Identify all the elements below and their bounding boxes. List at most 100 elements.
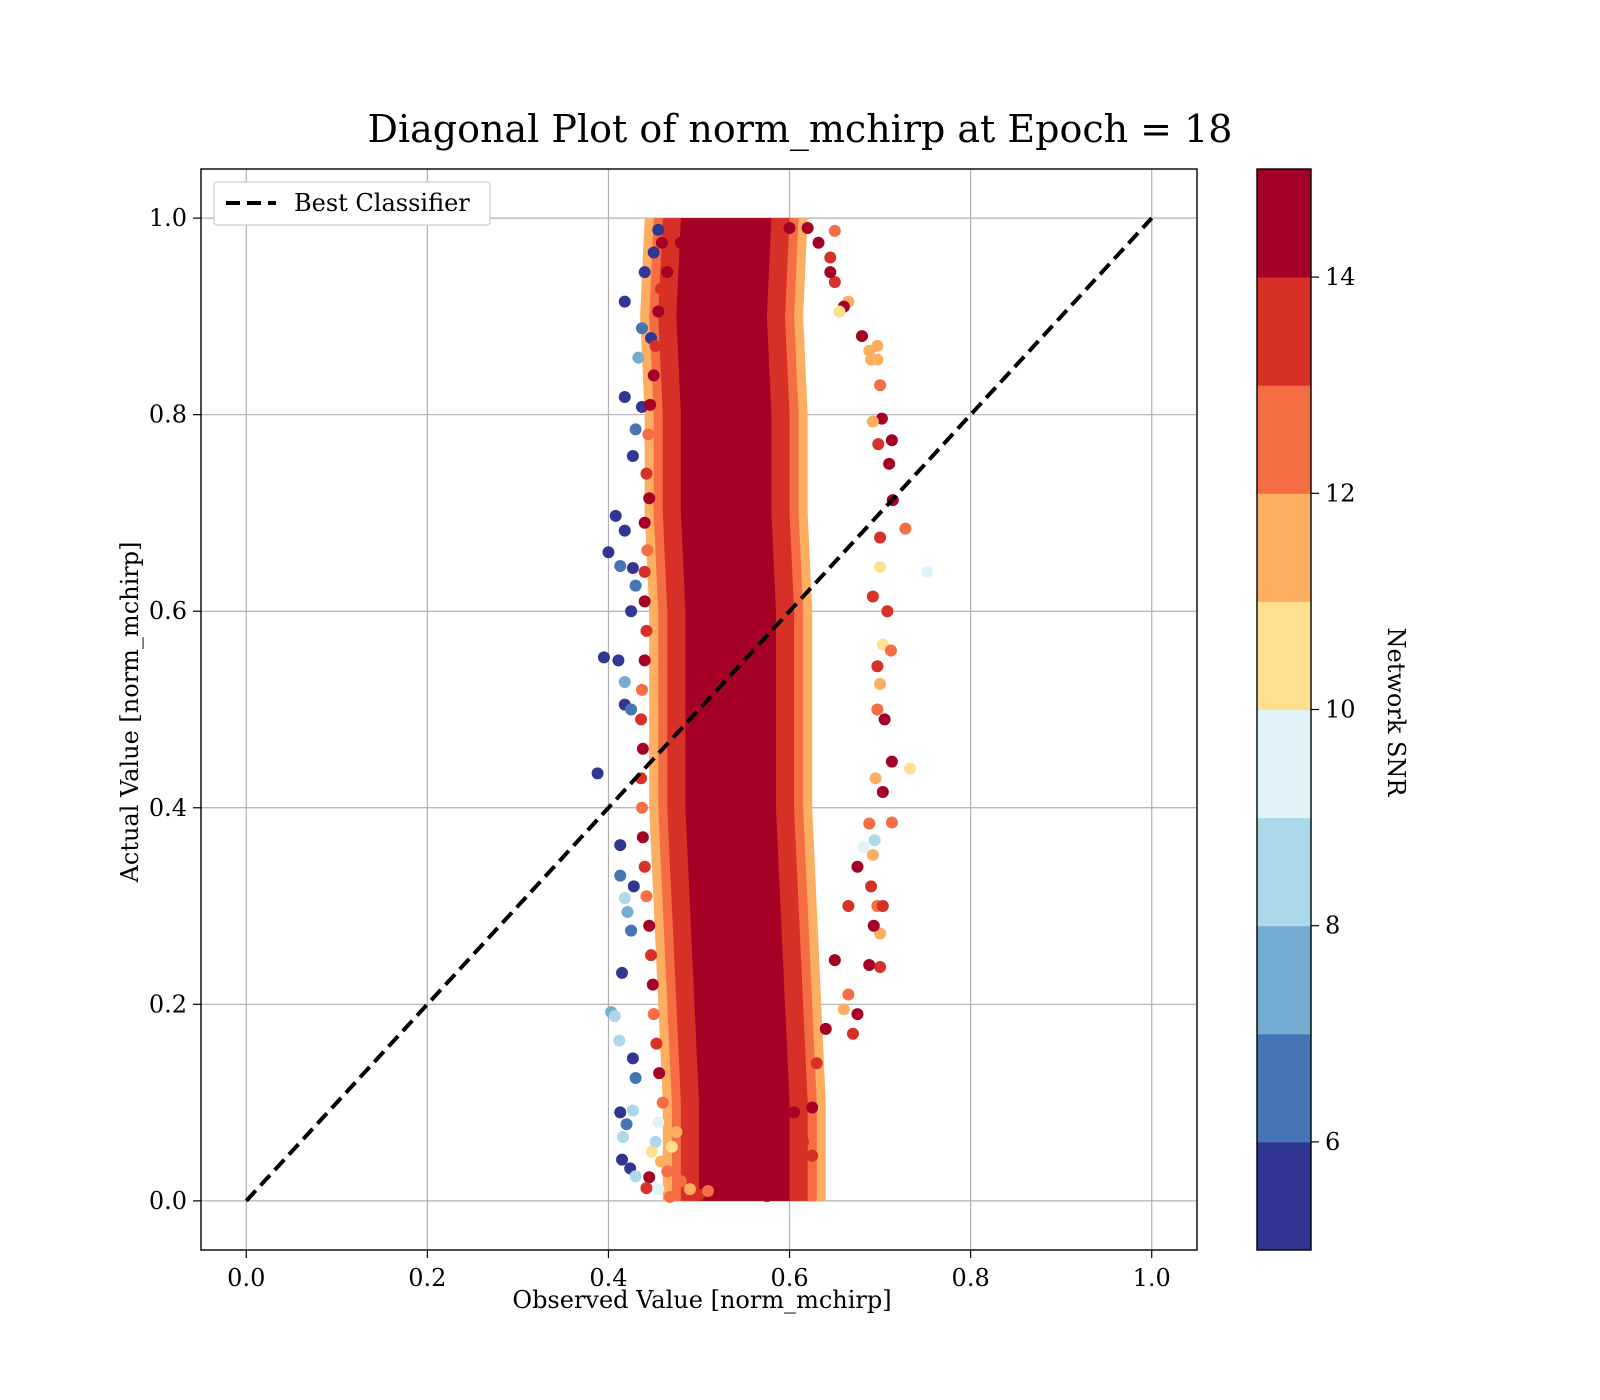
y-tick-label: 0.4 (149, 794, 187, 822)
scatter-point (871, 703, 884, 716)
scatter-point (661, 1165, 674, 1178)
legend-box (213, 181, 491, 226)
scatter-point (653, 1067, 666, 1080)
scatter-point (618, 892, 631, 905)
scatter-point (874, 531, 887, 544)
scatter-point (828, 276, 841, 289)
scatter-point (871, 353, 884, 366)
scatter-point (801, 221, 814, 234)
scatter-point (621, 905, 634, 918)
scatter-point (654, 1155, 667, 1168)
scatter-point (625, 703, 638, 716)
scatter-point (620, 1118, 633, 1131)
colorbar-tick-label: 10 (1325, 696, 1356, 724)
scatter-point (921, 565, 934, 578)
scatter-point (884, 644, 897, 657)
scatter-point (863, 959, 876, 972)
x-tick-label: 0.6 (770, 1264, 808, 1292)
colorbar-tick-label: 6 (1325, 1128, 1340, 1156)
scatter-point (866, 848, 879, 861)
scatter-point (760, 1189, 773, 1202)
colorbar-segment (1257, 709, 1311, 819)
scatter-point (693, 1188, 705, 1201)
scatter-point (614, 560, 627, 573)
scatter-point (783, 221, 796, 234)
scatter-point (626, 449, 639, 462)
scatter-point (871, 660, 884, 673)
y-tick-label: 0.2 (149, 990, 187, 1018)
scatter-point (828, 224, 841, 237)
scatter-point (674, 236, 687, 249)
scatter-point (863, 344, 876, 357)
scatter-point (846, 1027, 859, 1040)
scatter-point (652, 223, 665, 236)
scatter-point (670, 1126, 683, 1139)
scatter-point (609, 509, 622, 522)
scatter-point (828, 954, 841, 967)
scatter-point (885, 434, 898, 447)
scatter-point (869, 772, 882, 785)
scatter-point (616, 1130, 629, 1143)
colorbar-tick-label: 12 (1325, 479, 1356, 507)
scatter-point (618, 524, 631, 537)
scatter-point (625, 924, 638, 937)
scatter-point (885, 755, 898, 768)
scatter-point (866, 415, 879, 428)
scatter-point (899, 522, 912, 535)
scatter-point (652, 305, 665, 318)
scatter-point (626, 1052, 639, 1065)
scatter-point (649, 339, 662, 352)
scatter-point (602, 546, 615, 559)
scatter-point (876, 900, 889, 913)
scatter-point (638, 860, 651, 873)
colorbar-segment (1257, 1033, 1311, 1143)
scatter-point (640, 1182, 653, 1195)
scatter-point (881, 605, 894, 618)
scatter-point (613, 1034, 626, 1047)
scatter-point (819, 1022, 832, 1035)
scatter-point (868, 834, 881, 847)
scatter-density-band (640, 218, 826, 1201)
scatter-point (632, 351, 645, 364)
x-tick-label: 1.0 (1133, 1264, 1171, 1292)
scatter-point (638, 654, 651, 667)
scatter-point (629, 579, 642, 592)
scatter-point (638, 266, 651, 279)
colorbar-segment (1257, 925, 1311, 1035)
colorbar-segment (1257, 493, 1311, 602)
scatter-point (874, 677, 887, 690)
scatter-point (647, 369, 660, 382)
scatter-point (635, 322, 648, 335)
scatter-point (842, 988, 855, 1001)
colorbar: 6 8 10 12 14 (1256, 168, 1356, 1251)
scatter-point (647, 246, 660, 259)
colorbar-segment (1257, 817, 1311, 927)
best-classifier-line (244, 216, 1154, 1203)
scatter-point (642, 428, 655, 441)
scatter-point (616, 1153, 629, 1166)
scatter-point (683, 1183, 696, 1196)
scatter-point (865, 880, 878, 893)
legend-best-classifier-label: Best Classifier (294, 189, 470, 217)
scatter-point (638, 516, 651, 529)
scatter-point (655, 236, 668, 249)
scatter-point (650, 1037, 663, 1050)
colorbar-tick-label: 8 (1325, 912, 1340, 940)
plot-frame (200, 168, 1198, 1251)
scatter-point (645, 949, 658, 962)
scatter-point (664, 1190, 677, 1203)
scatter-point (614, 869, 627, 882)
scatter-point (636, 831, 649, 844)
scatter-point (644, 398, 657, 411)
legend: Best Classifier (213, 181, 491, 226)
colorbar-segment (1257, 277, 1311, 386)
scatter-point (627, 880, 640, 893)
scatter-point (647, 1008, 660, 1021)
scatter-point (591, 767, 604, 780)
scatter-point (788, 1106, 801, 1119)
scatter-point (797, 1135, 810, 1148)
scatter-point (640, 890, 653, 903)
scatter-point (645, 1145, 658, 1158)
scatter-point (652, 1116, 665, 1129)
